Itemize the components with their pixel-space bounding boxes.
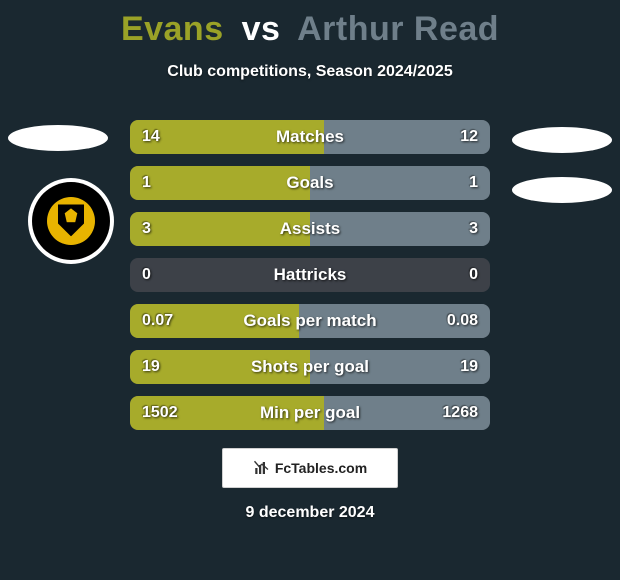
player1-club-badge	[28, 178, 114, 264]
brand-attribution: FcTables.com	[222, 448, 398, 488]
stat-value-right: 12	[460, 128, 478, 146]
stat-value-left: 1	[142, 174, 151, 192]
stat-value-right: 3	[469, 220, 478, 238]
player2-name: Arthur Read	[297, 10, 499, 48]
footer-date: 9 december 2024	[0, 504, 620, 522]
stat-row: 15021268Min per goal	[130, 396, 490, 430]
stat-value-right: 1	[469, 174, 478, 192]
comparison-title: Evans vs Arthur Read	[0, 0, 620, 49]
stat-value-right: 19	[460, 358, 478, 376]
player1-photo-placeholder	[8, 125, 108, 151]
player2-club-placeholder	[512, 177, 612, 203]
stat-value-left: 3	[142, 220, 151, 238]
stat-bar-left	[130, 166, 310, 200]
stat-bar-right	[310, 166, 490, 200]
stat-value-left: 1502	[142, 404, 178, 422]
bar-chart-icon	[253, 459, 271, 477]
stat-row: 33Assists	[130, 212, 490, 246]
stat-value-right: 1268	[442, 404, 478, 422]
brand-text: FcTables.com	[275, 460, 367, 476]
player2-photo-placeholder	[512, 127, 612, 153]
stat-label: Hattricks	[130, 265, 490, 285]
stat-value-left: 14	[142, 128, 160, 146]
stat-value-left: 0	[142, 266, 151, 284]
subtitle: Club competitions, Season 2024/2025	[0, 63, 620, 81]
stat-value-right: 0.08	[447, 312, 478, 330]
player1-name: Evans	[121, 10, 224, 48]
vs-separator: vs	[242, 10, 281, 48]
stats-container: 1412Matches11Goals33Assists00Hattricks0.…	[130, 120, 490, 442]
stat-value-right: 0	[469, 266, 478, 284]
stat-row: 0 0Hattricks	[130, 258, 490, 292]
stat-value-left: 0.07	[142, 312, 173, 330]
stat-row: 1919Shots per goal	[130, 350, 490, 384]
stat-bar-left	[130, 212, 310, 246]
stat-value-left: 19	[142, 358, 160, 376]
stat-row: 11Goals	[130, 166, 490, 200]
stat-row: 1412Matches	[130, 120, 490, 154]
stat-row: 0.070.08Goals per match	[130, 304, 490, 338]
stat-bar-right	[310, 212, 490, 246]
